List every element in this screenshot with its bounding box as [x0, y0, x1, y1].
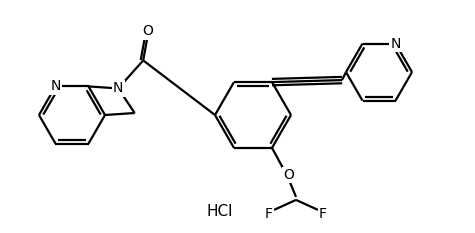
Text: O: O — [284, 168, 294, 182]
Text: O: O — [142, 24, 152, 38]
Text: N: N — [113, 81, 124, 96]
Text: HCl: HCl — [207, 203, 233, 219]
Text: N: N — [50, 79, 61, 93]
Text: F: F — [265, 207, 273, 221]
Text: F: F — [319, 207, 327, 221]
Text: N: N — [390, 37, 401, 51]
